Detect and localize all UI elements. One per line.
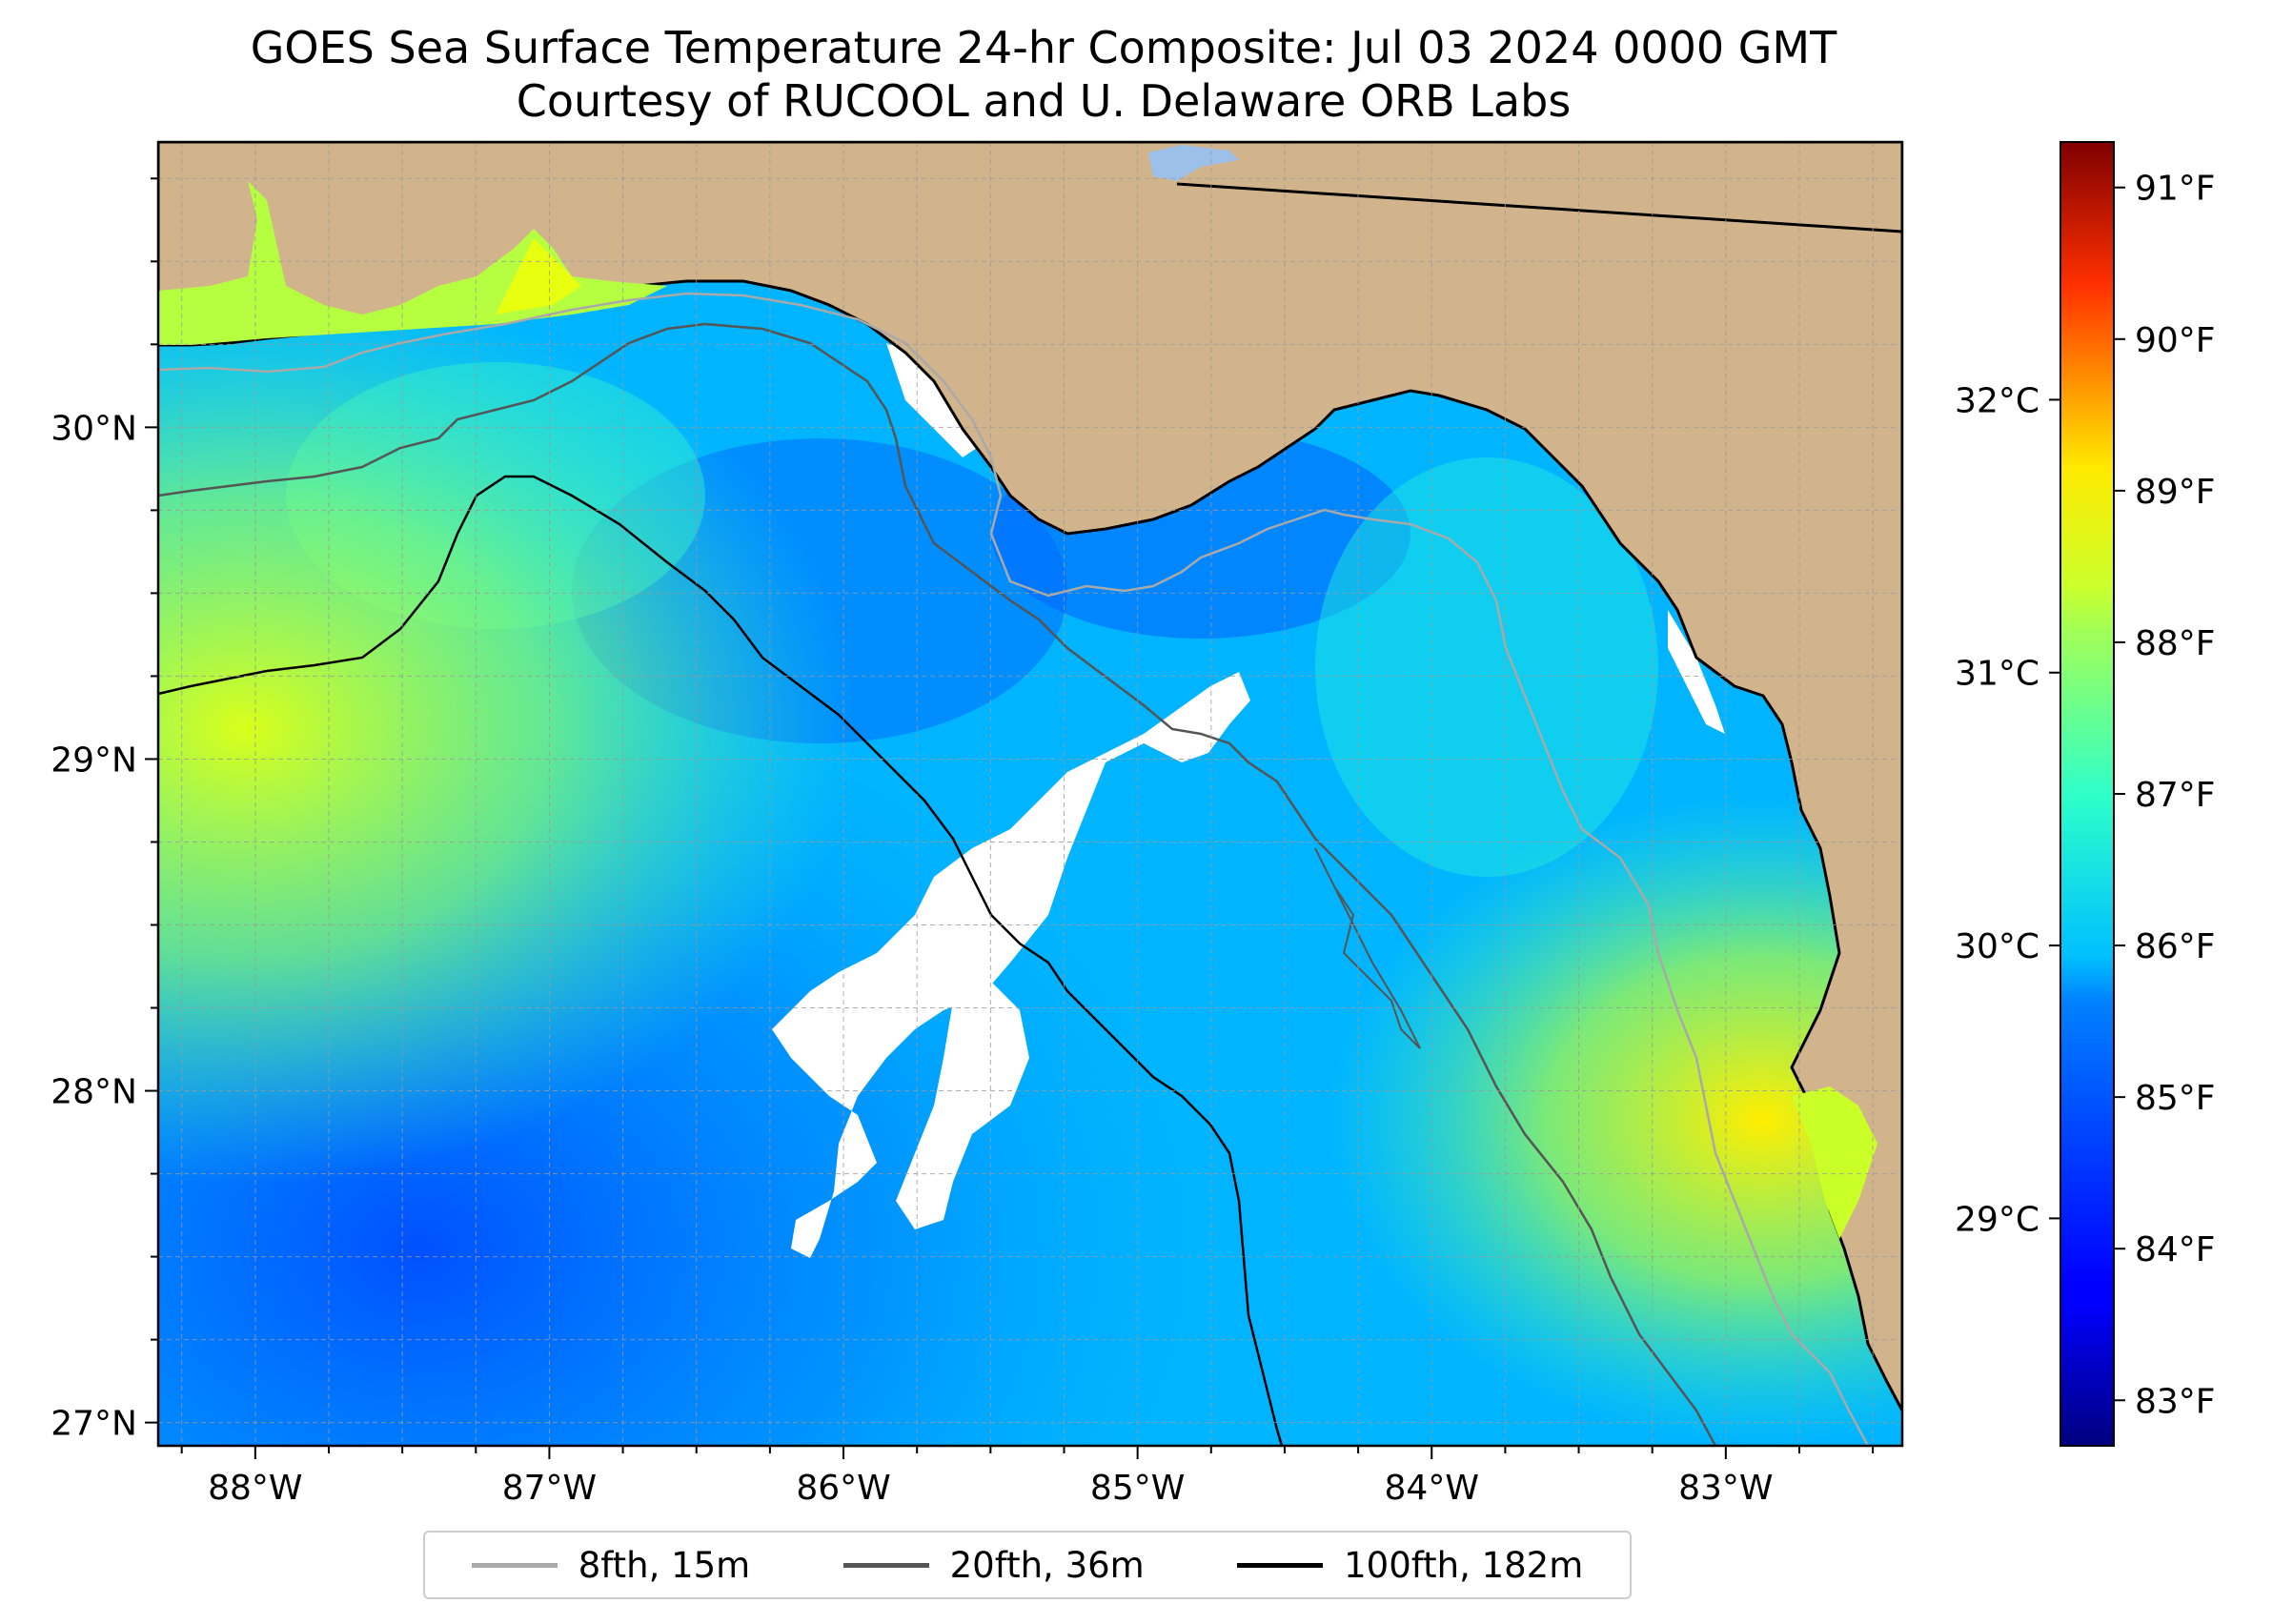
colorbar-f-label: 90°F [2135, 321, 2216, 360]
colorbar: 83°F 84°F 85°F 86°F 87°F 88°F 89°F 90°F 91°F 29°… [1955, 141, 2216, 1447]
colorbar-f-label: 84°F [2135, 1230, 2216, 1269]
colorbar-c-label: 32°C [1955, 381, 2039, 420]
lon-tick-label: 84°W [1385, 1469, 1479, 1508]
colorbar-f-label: 88°F [2135, 624, 2216, 663]
lat-tick-label: 27°N [51, 1405, 137, 1444]
contour-legend: 8fth, 15m 20fth, 36m 100fth, 182m [423, 1531, 1632, 1599]
lon-tick-label: 86°W [796, 1469, 890, 1508]
map-frame [156, 140, 1904, 1448]
colorbar-f-label: 85°F [2135, 1079, 2216, 1118]
colorbar-fahrenheit-axis: 83°F 84°F 85°F 86°F 87°F 88°F 89°F 90°F 91°F [2114, 170, 2216, 1421]
colorbar-celsius-axis: 29°C 30°C 31°C 32°C [1955, 381, 2060, 1239]
legend-entry: 100fth, 182m [1237, 1545, 1583, 1586]
missing-data-region-2 [896, 982, 1029, 1229]
lat-tick-label: 30°N [51, 409, 137, 448]
lon-tick-label: 88°W [208, 1469, 302, 1508]
colorbar-f-label: 91°F [2135, 170, 2216, 209]
map-title: GOES Sea Surface Temperature 24-hr Compo… [0, 21, 2087, 128]
colorbar-c-label: 29°C [1955, 1200, 2039, 1239]
lon-tick-label: 85°W [1090, 1469, 1185, 1508]
latitude-axis: 27°N 28°N 29°N 30°N [51, 177, 158, 1444]
lon-tick-label: 87°W [502, 1469, 597, 1508]
contour-100fth-182m [158, 475, 1284, 1446]
title-line-2: Courtesy of RUCOOL and U. Delaware ORB L… [516, 75, 1572, 127]
colorbar-f-label: 89°F [2135, 473, 2216, 512]
colorbar-c-label: 30°C [1955, 927, 2039, 966]
sea-surface-temperature-field [158, 142, 1902, 1446]
longitude-axis: 88°W 87°W 86°W 85°W 84°W 83°W [180, 1446, 1875, 1508]
lat-tick-label: 28°N [51, 1073, 137, 1112]
lon-tick-label: 83°W [1678, 1469, 1773, 1508]
contour-20fth-36m [158, 322, 1717, 1446]
legend-label: 8fth, 15m [578, 1544, 751, 1586]
colorbar-gradient [2060, 141, 2115, 1447]
colorbar-f-label: 87°F [2135, 776, 2216, 815]
legend-line-swatch [1237, 1562, 1324, 1568]
lat-tick-label: 29°N [51, 741, 137, 780]
contour-8fth-15m [158, 292, 1870, 1446]
colorbar-c-label: 31°C [1955, 655, 2039, 694]
colorbar-f-label: 86°F [2135, 927, 2216, 966]
legend-entry: 8fth, 15m [471, 1544, 751, 1586]
legend-line-swatch [842, 1562, 929, 1568]
title-line-1: GOES Sea Surface Temperature 24-hr Compo… [250, 22, 1837, 73]
legend-label: 20fth, 36m [949, 1544, 1145, 1586]
legend-line-swatch [471, 1562, 558, 1568]
legend-label: 100fth, 182m [1344, 1544, 1584, 1586]
missing-data-region [772, 672, 1250, 1258]
colorbar-f-label: 83°F [2135, 1382, 2216, 1421]
map-gridlines [158, 142, 1902, 1446]
legend-entry: 20fth, 36m [842, 1544, 1145, 1586]
